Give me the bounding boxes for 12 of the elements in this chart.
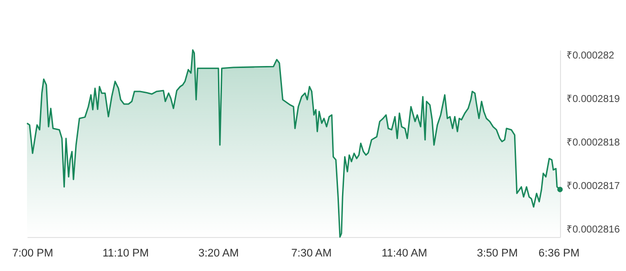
- x-tick-label: 11:40 AM: [382, 248, 428, 260]
- y-tick-label: ₹0.000282: [566, 50, 615, 62]
- x-tick-label: 7:00 PM: [12, 248, 54, 260]
- y-tick-label: ₹0.0002818: [566, 137, 620, 148]
- x-tick-label: 3:50 PM: [476, 248, 518, 260]
- x-tick-label: 3:20 AM: [198, 248, 239, 260]
- x-tick-label: 11:10 PM: [102, 248, 149, 260]
- y-tick-label: ₹0.0002816: [566, 224, 620, 236]
- x-tick-label: 6:36 PM: [538, 248, 580, 260]
- y-tick-label: ₹0.0002819: [566, 94, 620, 105]
- y-tick-label: ₹0.0002817: [566, 181, 620, 192]
- x-tick-label: 7:30 AM: [291, 248, 332, 260]
